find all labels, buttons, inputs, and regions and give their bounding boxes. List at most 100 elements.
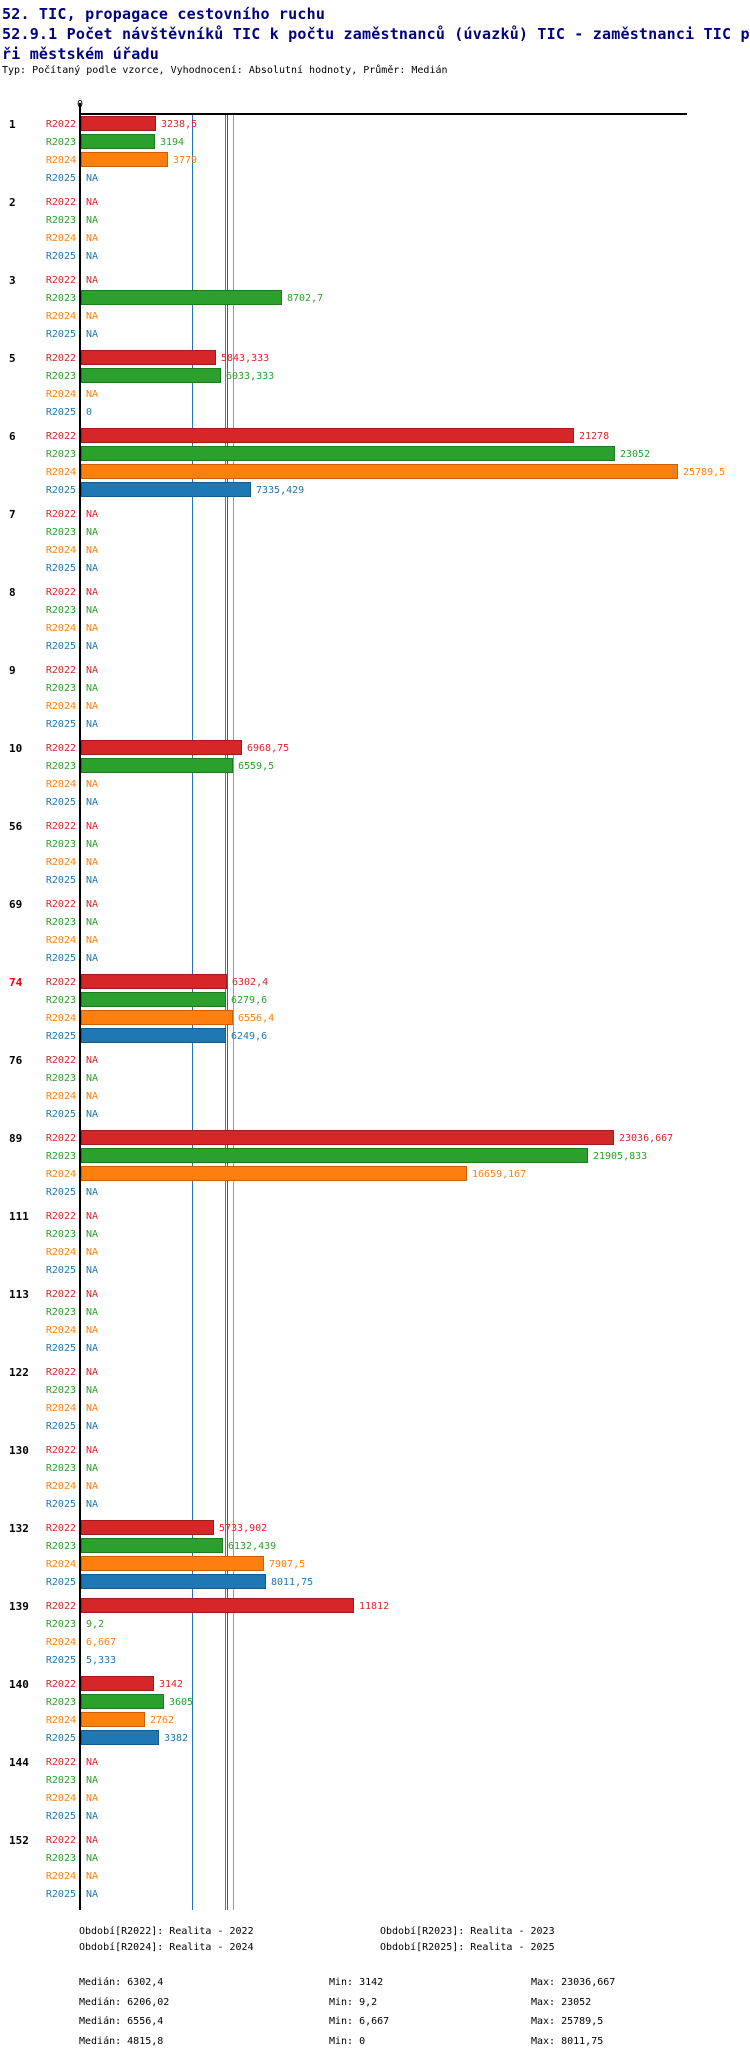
year-label-R2024: R2024 — [45, 467, 76, 478]
year-label-R2024: R2024 — [45, 1793, 76, 1804]
max-stat-R2025: Max: 8011,75 — [531, 2036, 604, 2047]
year-label-R2022: R2022 — [45, 1289, 76, 1300]
bar-R2024 — [81, 1166, 467, 1181]
year-label-R2023: R2023 — [45, 215, 76, 226]
median-stat-R2023: Medián: 6206,02 — [79, 1997, 170, 2008]
year-label-R2022: R2022 — [45, 1367, 76, 1378]
year-label-R2024: R2024 — [45, 545, 76, 556]
year-label-R2024: R2024 — [45, 1325, 76, 1336]
bar-R2022 — [81, 116, 156, 131]
year-label-R2022: R2022 — [45, 1133, 76, 1144]
year-label-R2023: R2023 — [45, 137, 76, 148]
na-label: NA — [86, 1889, 99, 1900]
min-stat-R2022: Min: 3142 — [329, 1977, 384, 1988]
group-label-8: 8 — [9, 586, 16, 599]
group-label-122: 122 — [9, 1366, 29, 1379]
na-label: NA — [86, 1403, 99, 1414]
year-label-R2024: R2024 — [45, 1559, 76, 1570]
bar-R2022 — [81, 1676, 154, 1691]
year-label-R2022: R2022 — [45, 1601, 76, 1612]
year-label-R2025: R2025 — [45, 173, 76, 184]
year-label-R2022: R2022 — [45, 821, 76, 832]
bar-R2024 — [81, 1010, 233, 1025]
na-label: NA — [86, 1325, 99, 1336]
legend-R2024: Období[R2024]: Realita - 2024 — [79, 1942, 254, 1953]
bar-R2023 — [81, 290, 283, 305]
value-label: 8011,75 — [271, 1577, 314, 1588]
na-label: NA — [86, 275, 99, 286]
year-label-R2025: R2025 — [45, 1499, 76, 1510]
year-label-R2022: R2022 — [45, 1835, 76, 1846]
year-label-R2025: R2025 — [45, 1889, 76, 1900]
value-label: 6556,4 — [238, 1013, 275, 1024]
bar-R2024 — [81, 1712, 145, 1727]
year-label-R2024: R2024 — [45, 1637, 76, 1648]
value-label: 21905,833 — [593, 1151, 648, 1162]
bar-R2022 — [81, 740, 243, 755]
year-label-R2022: R2022 — [45, 1757, 76, 1768]
value-label: 3194 — [160, 137, 185, 148]
group-label-132: 132 — [9, 1522, 29, 1535]
year-label-R2024: R2024 — [45, 1247, 76, 1258]
bar-R2023 — [81, 134, 155, 149]
year-label-R2025: R2025 — [45, 563, 76, 574]
year-label-R2022: R2022 — [45, 119, 76, 130]
indicator-title: 52.9.1 Počet návštěvníků TIC k počtu zam… — [2, 25, 750, 63]
bar-R2022 — [81, 974, 227, 989]
value-label: 23052 — [620, 449, 651, 460]
suite-title: 52. TIC, propagace cestovního ruchu — [2, 5, 326, 23]
bar-R2024 — [81, 1556, 265, 1571]
na-label: NA — [86, 821, 99, 832]
year-label-R2024: R2024 — [45, 623, 76, 634]
na-label: NA — [86, 953, 99, 964]
bar-R2023 — [81, 1538, 223, 1553]
max-stat-R2022: Max: 23036,667 — [531, 1977, 616, 1988]
legend-R2025: Období[R2025]: Realita - 2025 — [380, 1942, 555, 1953]
na-label: NA — [86, 1367, 99, 1378]
max-stat-R2024: Max: 25789,5 — [531, 2016, 604, 2027]
bar-R2024 — [81, 464, 678, 479]
year-label-R2025: R2025 — [45, 1031, 76, 1042]
na-label: NA — [86, 665, 99, 676]
bar-R2022 — [81, 1520, 214, 1535]
y-axis-line — [79, 103, 81, 1910]
year-label-R2024: R2024 — [45, 1481, 76, 1492]
year-label-R2025: R2025 — [45, 1421, 76, 1432]
year-label-R2024: R2024 — [45, 935, 76, 946]
group-label-3: 3 — [9, 274, 16, 287]
year-label-R2023: R2023 — [45, 839, 76, 850]
na-label: NA — [86, 1073, 99, 1084]
year-label-R2023: R2023 — [45, 1853, 76, 1864]
group-label-74: 74 — [9, 976, 23, 989]
bar-R2025 — [81, 1730, 160, 1745]
year-label-R2024: R2024 — [45, 1871, 76, 1882]
na-label: NA — [86, 1307, 99, 1318]
value-label: 9,2 — [86, 1619, 105, 1630]
na-label: NA — [86, 1211, 99, 1222]
year-label-R2023: R2023 — [45, 293, 76, 304]
na-label: NA — [86, 1343, 99, 1354]
group-label-2: 2 — [9, 196, 16, 209]
value-label: 6302,4 — [232, 977, 269, 988]
na-label: NA — [86, 389, 99, 400]
year-label-R2025: R2025 — [45, 797, 76, 808]
group-label-89: 89 — [9, 1132, 23, 1145]
na-label: NA — [86, 1793, 99, 1804]
chart-meta-line: Typ: Počítaný podle vzorce, Vyhodnocení:… — [2, 65, 448, 76]
bar-R2024 — [81, 152, 169, 167]
na-label: NA — [86, 1421, 99, 1432]
x-axis-line — [79, 113, 687, 115]
legend-R2022: Období[R2022]: Realita - 2022 — [79, 1926, 254, 1937]
na-label: NA — [86, 311, 99, 322]
value-label: 21278 — [579, 431, 610, 442]
na-label: NA — [86, 1853, 99, 1864]
year-label-R2024: R2024 — [45, 155, 76, 166]
bar-R2025 — [81, 482, 251, 497]
year-label-R2022: R2022 — [45, 431, 76, 442]
value-label: 6,667 — [86, 1637, 117, 1648]
value-label: 6559,5 — [238, 761, 275, 772]
value-label: 2762 — [150, 1715, 175, 1726]
group-label-56: 56 — [9, 820, 23, 833]
